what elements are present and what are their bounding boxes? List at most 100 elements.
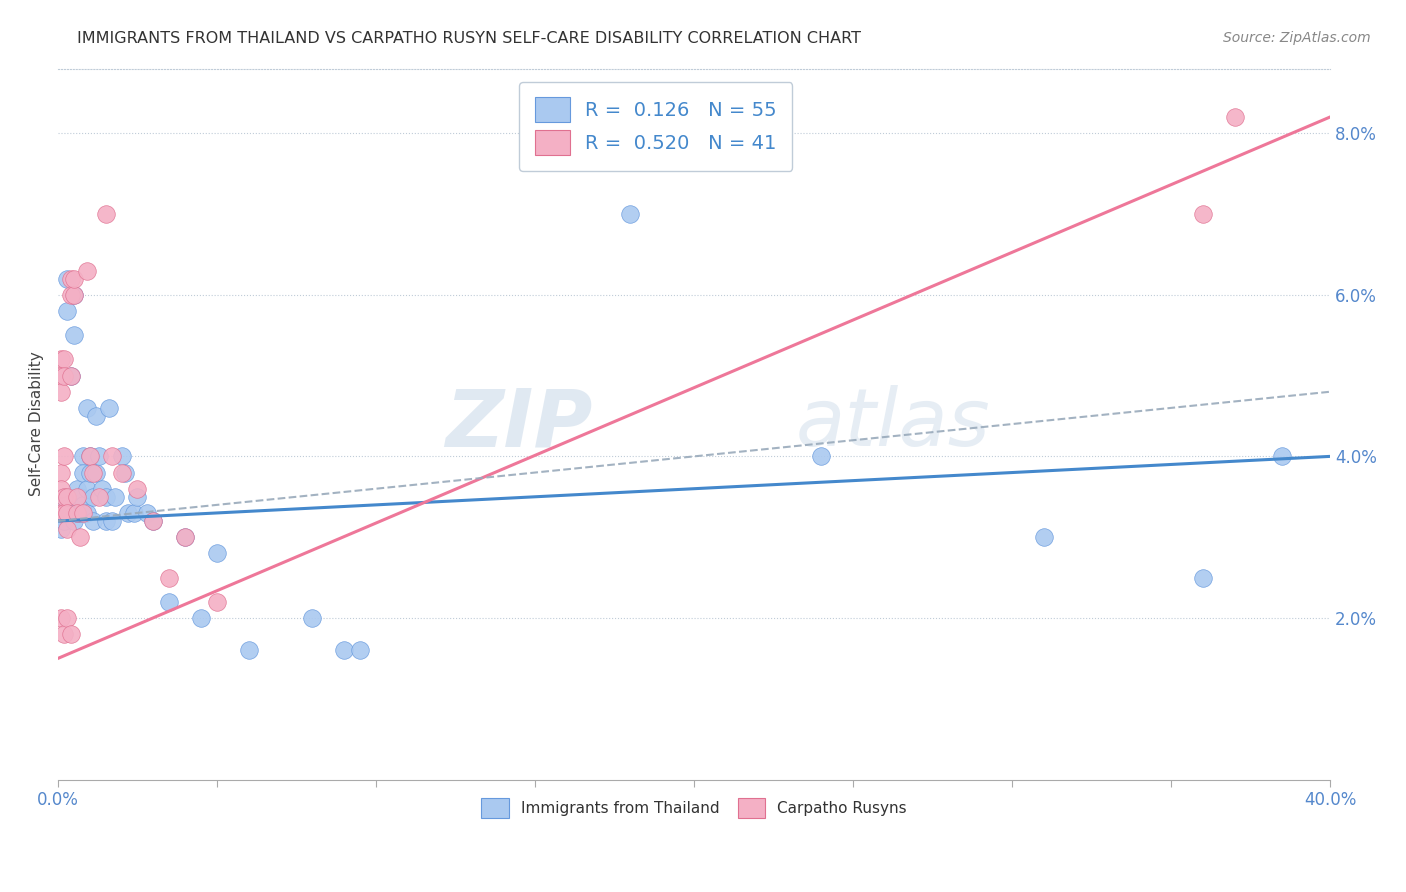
Point <box>82 514 104 528</box>
Point <box>238 643 260 657</box>
Point <box>59 271 82 285</box>
Point <box>56 490 79 504</box>
Point <box>333 643 356 657</box>
Point <box>72 506 94 520</box>
Point <box>142 514 165 528</box>
Point <box>63 287 86 301</box>
Point <box>619 207 641 221</box>
Legend: Immigrants from Thailand, Carpatho Rusyns: Immigrants from Thailand, Carpatho Rusyn… <box>474 790 915 825</box>
Point <box>174 530 197 544</box>
Point <box>110 466 132 480</box>
Point <box>124 506 146 520</box>
Point <box>59 627 82 641</box>
Point <box>1223 110 1246 124</box>
Point <box>114 466 136 480</box>
Point <box>53 490 76 504</box>
Point <box>127 490 149 504</box>
Point <box>66 482 89 496</box>
Point <box>110 450 132 464</box>
Point <box>49 352 72 367</box>
Point <box>59 287 82 301</box>
Point <box>63 514 86 528</box>
Point <box>72 498 94 512</box>
Point <box>205 595 228 609</box>
Point <box>79 466 101 480</box>
Y-axis label: Self-Care Disability: Self-Care Disability <box>30 351 44 497</box>
Point <box>157 571 180 585</box>
Point <box>127 482 149 496</box>
Point <box>76 482 98 496</box>
Point <box>56 271 79 285</box>
Point <box>49 466 72 480</box>
Point <box>49 368 72 383</box>
Point <box>53 514 76 528</box>
Point <box>101 514 124 528</box>
Point <box>94 490 117 504</box>
Point <box>49 506 72 520</box>
Point <box>59 506 82 520</box>
Point <box>63 271 86 285</box>
Point <box>56 506 79 520</box>
Point <box>190 611 212 625</box>
Point <box>82 466 104 480</box>
Point <box>53 368 76 383</box>
Point <box>53 490 76 504</box>
Point <box>89 450 111 464</box>
Point <box>53 506 76 520</box>
Point <box>66 490 89 504</box>
Text: ZIP: ZIP <box>444 385 592 463</box>
Point <box>301 611 323 625</box>
Point <box>1192 571 1215 585</box>
Point <box>157 595 180 609</box>
Point <box>101 450 124 464</box>
Point <box>349 643 371 657</box>
Point <box>63 328 86 343</box>
Point <box>82 490 104 504</box>
Point <box>104 490 127 504</box>
Point <box>69 530 91 544</box>
Point <box>89 490 111 504</box>
Point <box>49 611 72 625</box>
Point <box>53 352 76 367</box>
Point <box>117 506 139 520</box>
Point <box>56 304 79 318</box>
Point <box>91 482 114 496</box>
Point <box>76 401 98 415</box>
Text: atlas: atlas <box>796 385 991 463</box>
Point <box>810 450 832 464</box>
Point <box>49 506 72 520</box>
Point <box>79 450 101 464</box>
Point <box>59 368 82 383</box>
Point <box>49 482 72 496</box>
Point <box>56 490 79 504</box>
Point <box>72 450 94 464</box>
Point <box>63 287 86 301</box>
Point <box>84 409 107 423</box>
Point <box>76 506 98 520</box>
Point <box>53 627 76 641</box>
Point <box>205 546 228 560</box>
Point <box>69 490 91 504</box>
Point <box>66 506 89 520</box>
Point <box>49 384 72 399</box>
Point <box>94 207 117 221</box>
Point <box>94 514 117 528</box>
Point <box>66 506 89 520</box>
Point <box>97 401 120 415</box>
Point <box>56 522 79 536</box>
Point <box>1192 207 1215 221</box>
Point <box>1271 450 1294 464</box>
Point <box>79 450 101 464</box>
Point <box>1032 530 1054 544</box>
Point <box>136 506 159 520</box>
Point <box>53 450 76 464</box>
Point <box>174 530 197 544</box>
Point <box>72 466 94 480</box>
Point <box>142 514 165 528</box>
Text: Source: ZipAtlas.com: Source: ZipAtlas.com <box>1223 31 1371 45</box>
Text: IMMIGRANTS FROM THAILAND VS CARPATHO RUSYN SELF-CARE DISABILITY CORRELATION CHAR: IMMIGRANTS FROM THAILAND VS CARPATHO RUS… <box>77 31 862 46</box>
Point <box>49 522 72 536</box>
Point <box>69 506 91 520</box>
Point <box>59 368 82 383</box>
Point <box>56 611 79 625</box>
